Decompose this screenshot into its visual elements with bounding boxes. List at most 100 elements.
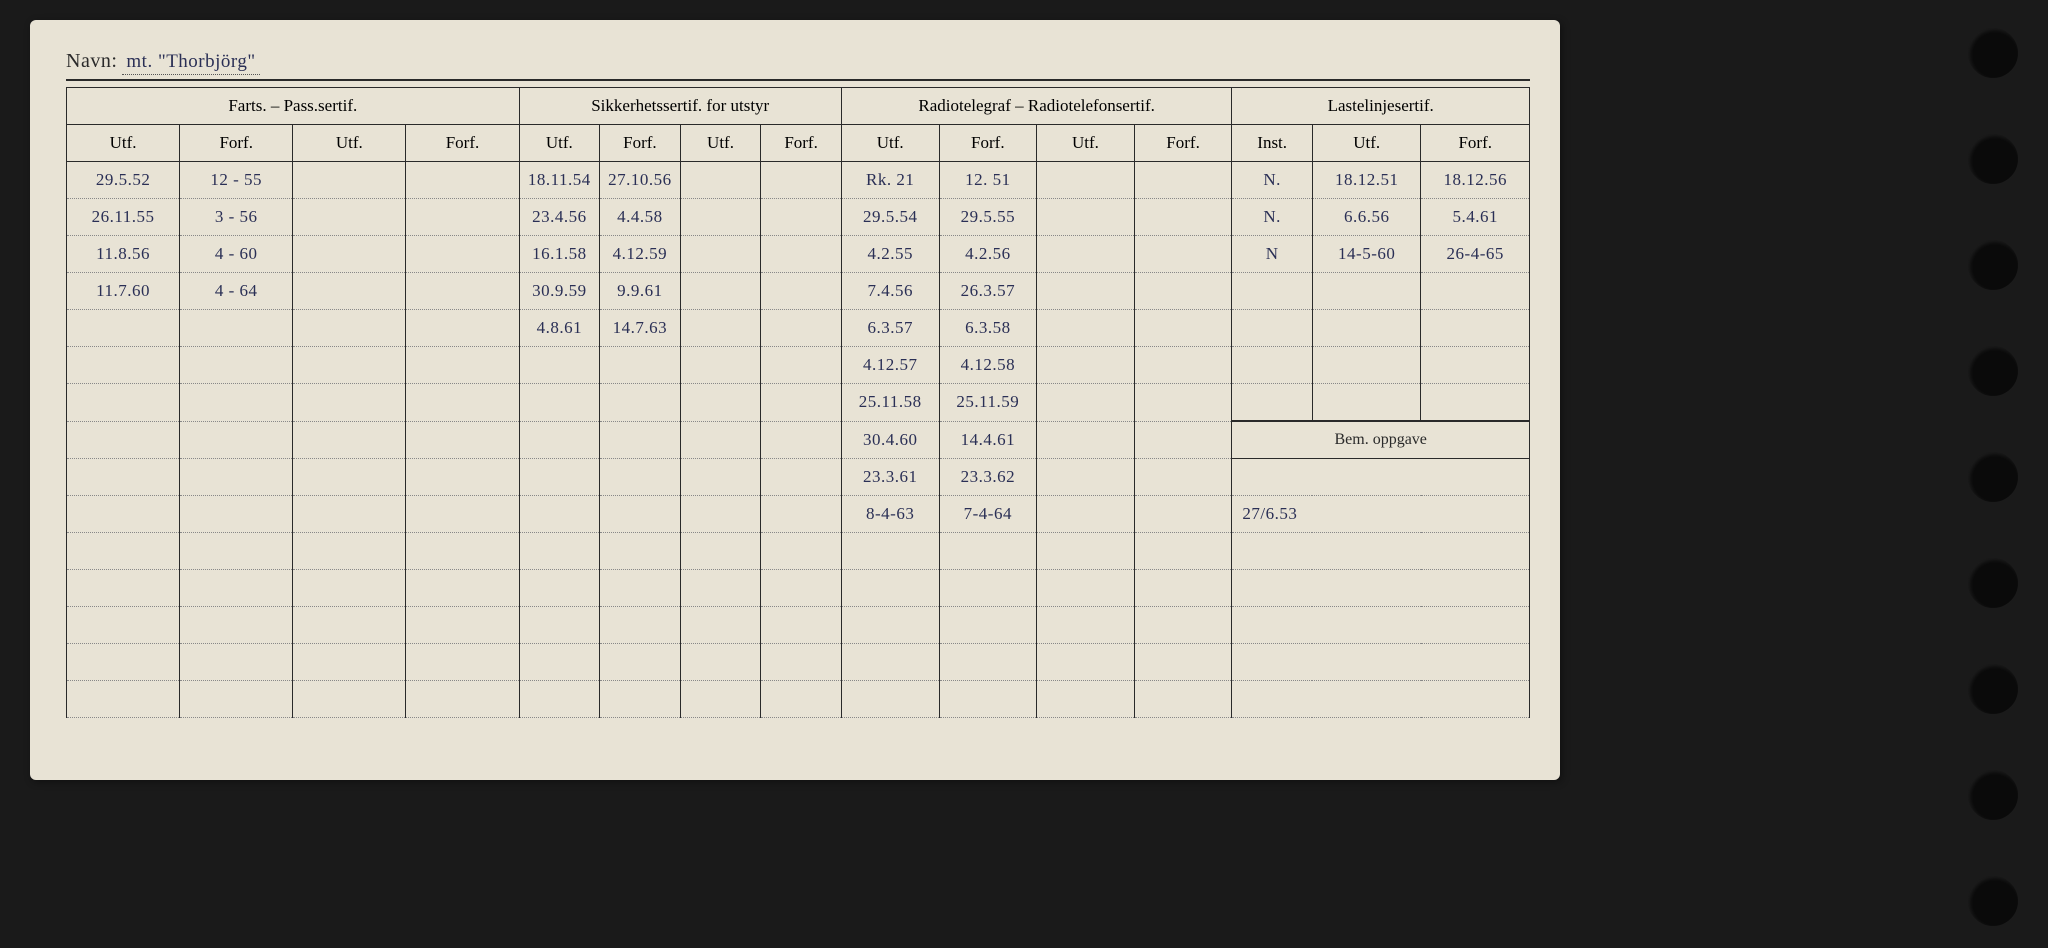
table-cell <box>67 347 180 384</box>
table-cell <box>761 681 842 718</box>
table-cell: 26-4-65 <box>1421 236 1530 273</box>
table-cell <box>1134 607 1232 644</box>
group-header-row: Farts. – Pass.sertif. Sikkerhetssertif. … <box>67 88 1530 125</box>
table-cell <box>406 162 519 199</box>
table-cell: 27.10.56 <box>600 162 681 199</box>
table-cell <box>1232 273 1313 310</box>
table-cell <box>600 459 681 496</box>
table-cell <box>761 199 842 236</box>
table-cell: 9.9.61 <box>600 273 681 310</box>
table-cell: 18.11.54 <box>519 162 600 199</box>
table-cell <box>939 533 1037 570</box>
hole-icon <box>1968 346 2018 396</box>
col-forf: Forf. <box>406 125 519 162</box>
table-cell <box>841 644 939 681</box>
table-cell <box>180 533 293 570</box>
table-cell <box>293 310 406 347</box>
table-cell: 4.8.61 <box>519 310 600 347</box>
table-cell <box>67 310 180 347</box>
table-cell <box>406 533 519 570</box>
table-cell <box>761 384 842 422</box>
col-utf: Utf. <box>293 125 406 162</box>
bem-cell <box>1232 607 1530 644</box>
table-cell: 4.4.58 <box>600 199 681 236</box>
table-cell: 23.4.56 <box>519 199 600 236</box>
table-cell <box>406 570 519 607</box>
table-cell <box>761 644 842 681</box>
table-cell <box>1312 273 1420 310</box>
table-cell <box>293 459 406 496</box>
table-cell <box>293 236 406 273</box>
table-cell <box>1134 347 1232 384</box>
table-cell <box>406 421 519 459</box>
table-cell <box>600 644 681 681</box>
table-cell <box>180 310 293 347</box>
table-cell <box>67 533 180 570</box>
table-cell <box>406 496 519 533</box>
table-cell <box>1037 459 1135 496</box>
table-cell <box>293 162 406 199</box>
table-cell: 7-4-64 <box>939 496 1037 533</box>
table-cell <box>761 496 842 533</box>
hole-icon <box>1968 134 2018 184</box>
table-cell <box>1421 347 1530 384</box>
table-cell <box>761 273 842 310</box>
table-cell: 18.12.51 <box>1312 162 1420 199</box>
table-cell <box>519 496 600 533</box>
table-cell <box>680 533 761 570</box>
group-farts: Farts. – Pass.sertif. <box>67 88 520 125</box>
col-utf: Utf. <box>519 125 600 162</box>
table-cell <box>1037 310 1135 347</box>
table-cell: 25.11.59 <box>939 384 1037 422</box>
table-row <box>67 644 1530 681</box>
bem-cell <box>1232 570 1530 607</box>
table-row <box>67 570 1530 607</box>
table-row <box>67 533 1530 570</box>
table-cell <box>293 347 406 384</box>
table-cell: 3 - 56 <box>180 199 293 236</box>
table-cell: 29.5.54 <box>841 199 939 236</box>
table-cell <box>680 607 761 644</box>
table-cell <box>680 496 761 533</box>
sub-header-row: Utf. Forf. Utf. Forf. Utf. Forf. Utf. Fo… <box>67 125 1530 162</box>
col-forf: Forf. <box>939 125 1037 162</box>
table-cell <box>1421 384 1530 422</box>
table-cell <box>293 421 406 459</box>
table-row: 11.7.604 - 6430.9.599.9.617.4.5626.3.57 <box>67 273 1530 310</box>
table-cell <box>180 347 293 384</box>
table-cell <box>600 607 681 644</box>
table-cell <box>1037 644 1135 681</box>
bem-cell <box>1232 644 1530 681</box>
table-cell <box>519 347 600 384</box>
table-cell <box>600 384 681 422</box>
table-cell <box>939 570 1037 607</box>
table-cell <box>67 644 180 681</box>
bem-cell <box>1232 681 1530 718</box>
table-cell <box>1421 310 1530 347</box>
table-cell <box>1134 273 1232 310</box>
table-cell: 12 - 55 <box>180 162 293 199</box>
table-cell: 25.11.58 <box>841 384 939 422</box>
group-radio: Radiotelegraf – Radiotelefonsertif. <box>841 88 1232 125</box>
table-cell <box>1134 644 1232 681</box>
name-row: Navn: mt. "Thorbjörg" <box>66 50 1530 81</box>
table-cell: 23.3.61 <box>841 459 939 496</box>
table-cell <box>680 347 761 384</box>
table-row: 4.8.6114.7.636.3.576.3.58 <box>67 310 1530 347</box>
table-body: 29.5.5212 - 5518.11.5427.10.56Rk. 2112. … <box>67 162 1530 718</box>
table-cell <box>293 681 406 718</box>
table-cell <box>1037 162 1135 199</box>
table-cell <box>1312 310 1420 347</box>
table-cell <box>600 421 681 459</box>
certificate-table: Farts. – Pass.sertif. Sikkerhetssertif. … <box>66 87 1530 718</box>
table-cell <box>761 570 842 607</box>
table-cell <box>841 681 939 718</box>
table-cell <box>1037 384 1135 422</box>
table-row: 26.11.553 - 5623.4.564.4.5829.5.5429.5.5… <box>67 199 1530 236</box>
table-cell <box>293 199 406 236</box>
table-cell <box>519 459 600 496</box>
table-cell <box>406 459 519 496</box>
table-cell <box>841 607 939 644</box>
table-cell <box>600 496 681 533</box>
table-cell <box>939 644 1037 681</box>
